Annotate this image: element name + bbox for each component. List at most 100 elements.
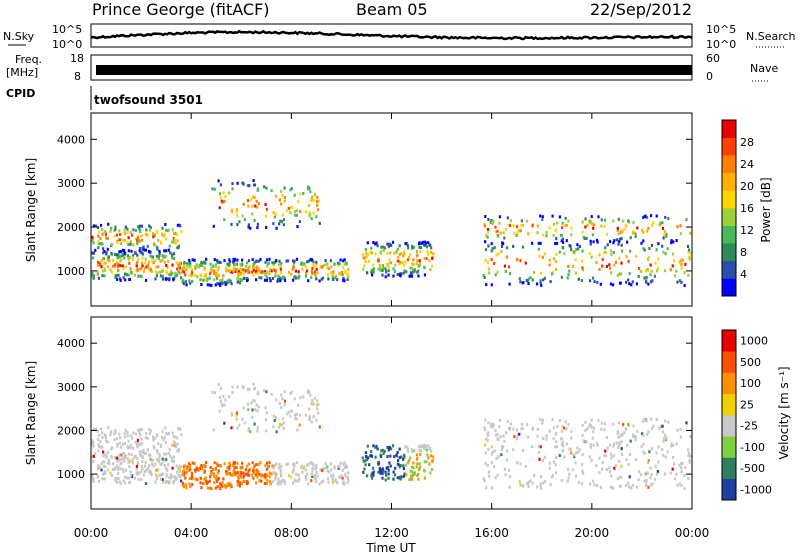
velocity-cell	[364, 459, 367, 463]
velocity-cell	[219, 387, 222, 390]
velocity-cell	[209, 475, 212, 479]
power-cell	[644, 269, 647, 273]
velocity-cell	[387, 476, 390, 480]
velocity-cell	[509, 475, 512, 479]
power-cell	[100, 265, 103, 269]
power-cell	[564, 216, 567, 220]
velocity-cell	[618, 475, 621, 479]
velocity-cell	[171, 459, 174, 463]
power-cell	[625, 280, 628, 284]
power-cell	[256, 226, 259, 230]
velocity-cell	[678, 482, 681, 486]
colorbar-swatch	[722, 137, 736, 156]
power-cell	[165, 254, 168, 258]
power-cell	[150, 270, 153, 274]
power-cell	[304, 274, 308, 278]
power-cell	[491, 222, 494, 226]
velocity-cell	[130, 453, 133, 457]
power-cell	[149, 254, 152, 258]
power-cell	[665, 234, 668, 238]
velocity-cell	[308, 416, 312, 420]
power-cell	[204, 261, 207, 265]
power-cell	[484, 258, 487, 262]
power-cell	[687, 248, 691, 252]
power-cell	[650, 243, 654, 247]
velocity-cell	[251, 461, 254, 465]
power-cell	[330, 271, 333, 275]
power-cell	[336, 278, 339, 282]
power-cell	[537, 241, 540, 245]
velocity-cell	[315, 403, 318, 407]
velocity-cell	[181, 481, 185, 485]
velocity-cell	[241, 461, 244, 465]
power-cell	[221, 200, 224, 204]
power-cell	[228, 260, 231, 264]
power-cell	[539, 214, 542, 218]
power-cell	[279, 267, 282, 271]
nsky-tick-bottom: 10^0	[52, 38, 82, 51]
power-cell	[168, 277, 171, 281]
velocity-cell	[127, 461, 130, 465]
velocity-cell	[102, 450, 105, 454]
power-cell	[411, 271, 414, 275]
power-cell	[558, 250, 561, 254]
power-cell	[127, 249, 130, 253]
velocity-cell	[417, 477, 420, 481]
velocity-cell	[193, 462, 196, 465]
velocity-cell	[118, 441, 121, 445]
power-cell	[620, 272, 623, 276]
velocity-cell	[483, 426, 486, 430]
power-cell	[629, 236, 632, 240]
power-cell	[379, 251, 383, 255]
velocity-cell	[173, 444, 176, 447]
velocity-cell	[186, 465, 189, 469]
power-cell	[614, 260, 617, 264]
power-cell	[228, 264, 231, 268]
power-cell	[278, 259, 281, 263]
velocity-cell	[305, 472, 309, 476]
power-cell	[405, 241, 408, 245]
power-cell	[490, 242, 493, 246]
power-cell	[680, 262, 683, 266]
power-cell	[684, 262, 687, 266]
velocity-cell	[152, 464, 155, 468]
power-cell	[126, 254, 129, 258]
power-cell	[140, 234, 143, 238]
power-cell	[92, 241, 95, 245]
velocity-cell	[204, 464, 207, 468]
colorbar-swatch	[722, 243, 736, 262]
power-cell	[189, 281, 192, 285]
power-cell	[281, 213, 285, 217]
velocity-cell	[314, 466, 317, 470]
velocity-cell	[126, 444, 129, 448]
power-cell	[137, 257, 140, 261]
power-cell	[604, 246, 607, 250]
velocity-cell	[128, 459, 132, 463]
velocity-cell	[497, 455, 500, 459]
velocity-cell	[218, 395, 222, 399]
velocity-cell	[172, 435, 176, 439]
velocity-cell	[173, 475, 177, 479]
power-cell	[188, 265, 191, 269]
velocity-cell	[285, 462, 288, 466]
power-cell	[242, 182, 245, 186]
power-cell	[168, 273, 171, 277]
velocity-cell	[680, 470, 683, 474]
velocity-cell	[423, 476, 426, 480]
power-cell	[101, 274, 104, 278]
velocity-cell	[152, 438, 155, 442]
velocity-cell	[586, 427, 589, 431]
power-cell	[208, 283, 211, 287]
power-cell	[630, 283, 633, 287]
power-cell	[158, 252, 161, 256]
velocity-cell	[372, 473, 375, 477]
power-cell	[256, 272, 259, 276]
power-cell	[589, 239, 592, 243]
velocity-cell	[378, 467, 381, 470]
power-cell	[224, 283, 227, 286]
power-cell	[425, 245, 429, 249]
power-cell	[228, 262, 231, 266]
power-cell	[153, 243, 156, 247]
velocity-cell	[142, 473, 145, 477]
power-cell	[645, 275, 648, 279]
